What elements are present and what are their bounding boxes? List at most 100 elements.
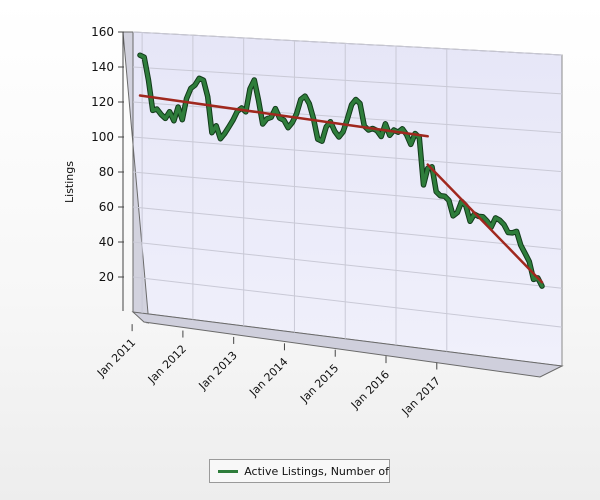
data-point — [164, 117, 167, 120]
data-point — [206, 95, 209, 98]
data-point — [456, 211, 459, 214]
data-point — [253, 78, 256, 82]
data-point — [198, 77, 201, 80]
gridline-y — [132, 136, 563, 173]
data-point — [210, 131, 214, 134]
chart-walls — [122, 31, 564, 378]
data-point — [447, 199, 451, 202]
data-point — [219, 137, 222, 140]
data-point — [540, 284, 544, 288]
data-point — [320, 140, 324, 143]
data-point — [231, 118, 235, 122]
data-point — [223, 132, 226, 135]
data-point — [435, 190, 438, 193]
data-point — [506, 231, 510, 234]
y-tick-label: 60 — [99, 200, 114, 214]
gridline-y — [132, 66, 563, 95]
data-point — [286, 126, 290, 129]
trend-line — [426, 163, 544, 284]
legend: Active Listings, Number of — [209, 459, 390, 483]
data-point — [189, 87, 192, 90]
data-point — [367, 128, 370, 132]
data-point — [236, 110, 239, 113]
gridline-y — [132, 171, 563, 211]
data-point — [176, 105, 180, 109]
y-tick-label: 140 — [91, 60, 114, 74]
data-point — [451, 214, 455, 218]
data-point — [384, 122, 387, 126]
data-point — [346, 118, 349, 121]
y-tick-label: 100 — [91, 130, 114, 144]
data-point — [316, 137, 319, 141]
legend-swatch — [218, 469, 239, 473]
data-point — [485, 219, 489, 223]
data-point — [515, 230, 518, 233]
data-point — [401, 127, 404, 130]
data-point — [350, 103, 353, 106]
data-point — [511, 231, 514, 235]
trend-line — [138, 94, 429, 138]
y-tick-label: 80 — [99, 165, 114, 179]
x-tick-label: Jan 2012 — [145, 342, 189, 386]
data-point — [498, 219, 501, 222]
data-point — [168, 110, 171, 113]
data-point — [409, 143, 412, 146]
data-point — [181, 118, 184, 121]
data-point — [380, 135, 383, 138]
x-tick-label: Jan 2013 — [196, 349, 240, 393]
data-point — [138, 54, 142, 57]
floor — [131, 311, 564, 378]
x-tick-label: Jan 2015 — [297, 362, 341, 406]
data-point — [519, 244, 522, 247]
data-point — [215, 124, 218, 128]
data-point — [354, 98, 357, 101]
y-axis: 20 40 60 80 100 120 140 160 — [91, 25, 124, 284]
data-point — [358, 102, 362, 105]
data-point — [291, 121, 294, 124]
y-tick-label: 120 — [91, 95, 114, 109]
data-point — [160, 113, 163, 116]
trend-lines — [138, 94, 544, 284]
data-point — [341, 130, 345, 133]
data-point — [337, 135, 341, 139]
data-point — [151, 109, 154, 112]
data-point — [143, 56, 146, 59]
y-tick-label: 160 — [91, 25, 114, 39]
data-point — [295, 112, 298, 115]
data-point — [193, 83, 197, 87]
data-point — [439, 194, 442, 197]
data-point — [528, 260, 531, 263]
data-point — [388, 134, 391, 137]
x-tick-label: Jan 2017 — [399, 374, 443, 418]
gridline-y — [132, 241, 563, 289]
data-point — [532, 278, 535, 281]
data-point — [422, 183, 425, 187]
data-point — [248, 87, 252, 91]
gridline-y — [132, 206, 563, 250]
data-point — [299, 98, 302, 101]
data-point — [418, 136, 421, 139]
y-tick-label: 20 — [99, 270, 114, 284]
data-point — [147, 79, 150, 82]
data-point — [325, 125, 328, 129]
data-point — [155, 107, 159, 111]
data-point — [257, 99, 260, 102]
data-point — [426, 167, 429, 170]
x-tick-label: Jan 2016 — [348, 368, 392, 412]
data-point — [481, 215, 484, 218]
data-point — [443, 195, 446, 198]
data-point — [333, 130, 336, 133]
data-point — [202, 79, 205, 82]
legend-label: Active Listings, Number of — [244, 464, 389, 478]
gridline-y — [132, 276, 563, 328]
x-tick-label: Jan 2011 — [94, 336, 138, 380]
gridline-y — [132, 31, 563, 56]
data-point — [468, 220, 472, 223]
data-point — [308, 102, 311, 105]
data-point — [303, 94, 307, 98]
y-tick-label: 40 — [99, 235, 114, 249]
data-point — [502, 223, 506, 226]
data-point — [227, 125, 231, 128]
data-point — [261, 122, 264, 126]
data-point — [265, 117, 269, 121]
